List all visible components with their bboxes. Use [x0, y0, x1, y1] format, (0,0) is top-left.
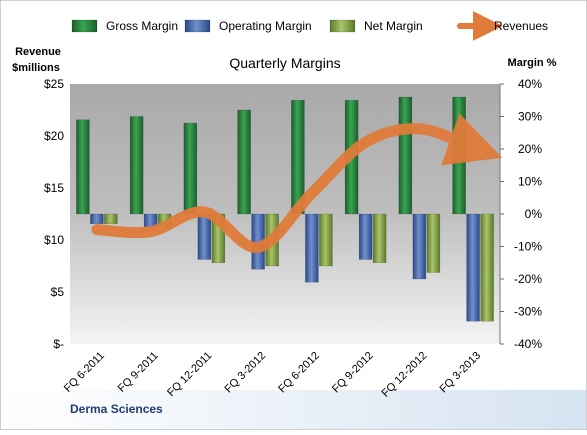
right-tick-label: 30%: [518, 110, 542, 124]
operating-margin-bar: [90, 213, 104, 224]
gross-margin-bar: [129, 116, 144, 215]
gross-margin-bar: [452, 96, 466, 215]
right-tick-label: 40%: [518, 77, 542, 91]
legend-label: Gross Margin: [106, 19, 178, 33]
legend-swatch-2: [184, 19, 211, 33]
left-tick-label: $-: [53, 337, 64, 351]
operating-margin-bar: [466, 213, 480, 322]
right-tick-label: -10%: [514, 240, 542, 254]
footer-company: Derma Sciences: [70, 402, 163, 416]
gross-margin-bar: [398, 96, 413, 215]
gross-margin-bar: [76, 119, 90, 215]
left-tick-label: $20: [44, 129, 64, 143]
net-margin-bar: [319, 213, 333, 267]
revenues-line: [91, 113, 503, 253]
right-tick-label: 20%: [518, 142, 542, 156]
footer-band: [1, 390, 586, 429]
bars: [76, 96, 494, 322]
net-margin-bar: [480, 213, 494, 322]
net-margin-bar: [104, 213, 118, 224]
right-tick-label: -20%: [514, 272, 542, 286]
legend-swatch-1: [71, 19, 98, 33]
gross-margin-bar: [183, 122, 198, 215]
left-tick-label: $5: [51, 285, 65, 299]
left-tick-label: $15: [44, 181, 64, 195]
net-margin-bar: [426, 213, 441, 273]
net-margin-bar: [372, 213, 387, 263]
right-tick-label: 10%: [518, 175, 542, 189]
left-axis-label-line1: Revenue: [15, 46, 61, 58]
right-axis-label: Margin %: [508, 57, 557, 69]
left-tick-label: $10: [44, 233, 64, 247]
right-tick-label: 0%: [525, 207, 543, 221]
legend-label: Net Margin: [364, 19, 423, 33]
legend-label: Operating Margin: [219, 19, 312, 33]
legend-label: Revenues: [494, 19, 548, 33]
operating-margin-bar: [412, 213, 427, 280]
operating-margin-bar: [358, 213, 373, 260]
operating-margin-bar: [197, 213, 212, 260]
left-tick-label: $25: [44, 77, 64, 91]
gross-margin-bar: [237, 109, 251, 215]
left-axis-label-line2: $millions: [12, 62, 60, 74]
right-axis-ticks: -40% -30% -20% -10% 0% 10% 20% 30% 40%: [499, 77, 543, 351]
legend-swatch-3: [329, 19, 356, 33]
right-tick-label: -30%: [514, 305, 542, 319]
chart-title: Quarterly Margins: [229, 55, 340, 71]
legend: Gross Margin Operating Margin Net Margin Re…: [71, 11, 548, 41]
operating-margin-bar: [305, 213, 319, 283]
right-tick-label: -40%: [514, 337, 542, 351]
left-axis-ticks: $- $5 $10 $15 $20 $25: [44, 77, 64, 351]
revenue-line: [91, 113, 503, 253]
